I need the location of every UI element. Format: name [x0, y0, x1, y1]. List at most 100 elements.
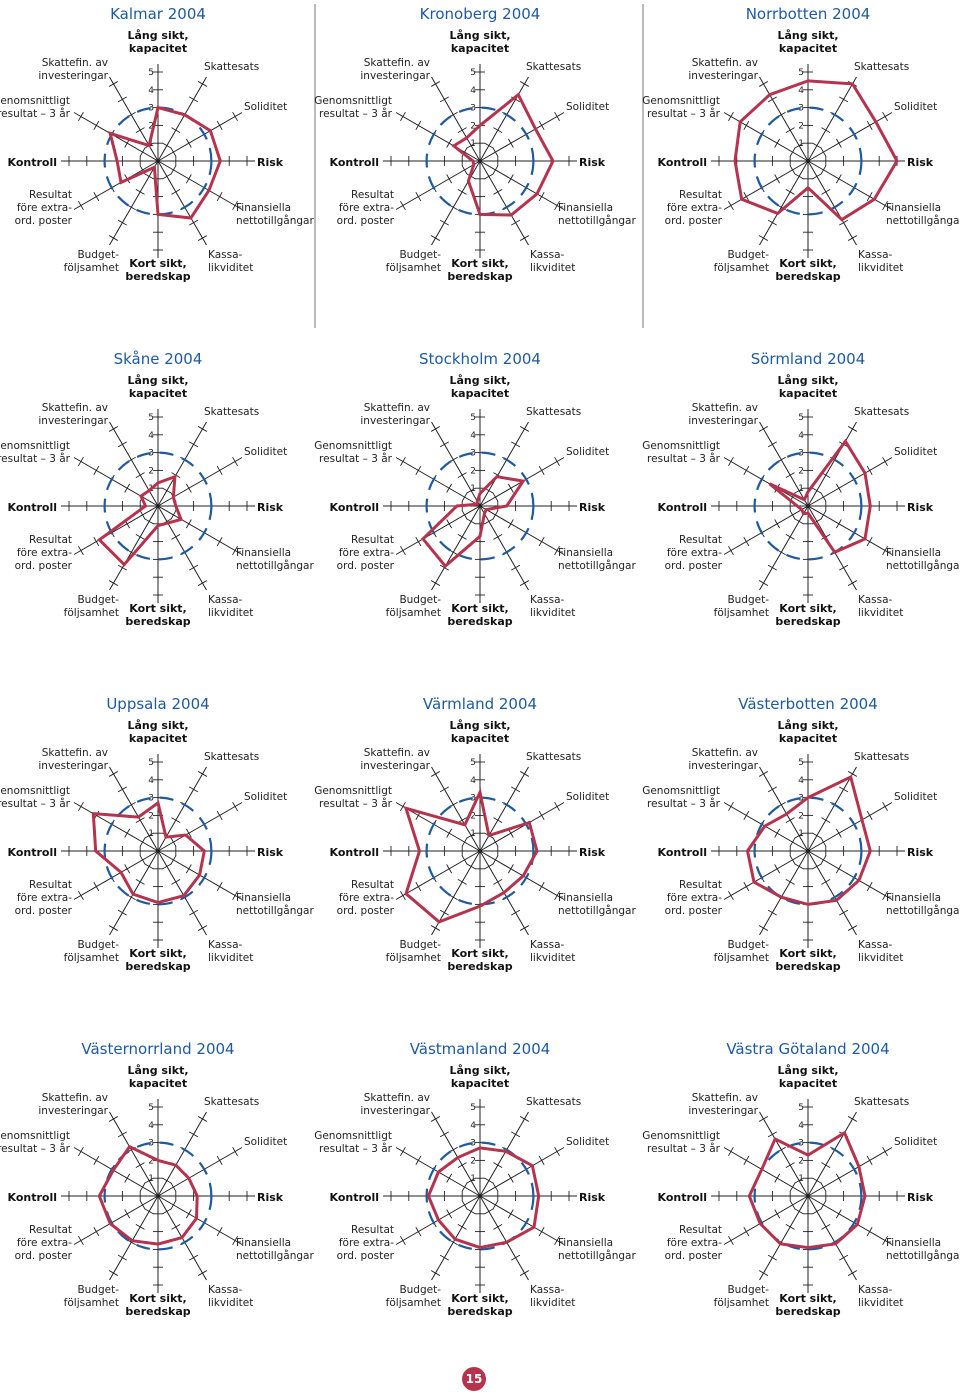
tick-label: 4	[148, 1121, 154, 1131]
axis-label-line: resultat – 3 år	[647, 452, 721, 465]
axis-label: Soliditet	[244, 1136, 287, 1148]
axis-label-line: Finansiella	[558, 202, 613, 214]
axis-label-line: Risk	[579, 846, 606, 859]
axis-tick	[170, 1182, 177, 1192]
axis-tick	[457, 188, 467, 195]
axis-label-line: följsamhet	[386, 952, 441, 964]
axis-tick	[144, 1208, 154, 1215]
axis-tick	[117, 564, 127, 571]
series-polygon	[747, 1130, 867, 1250]
reference-circle	[103, 1141, 213, 1251]
axis-tick	[232, 456, 238, 467]
axis-label: Skattesats	[204, 1096, 259, 1108]
axis-label-line: investeringar	[360, 1105, 430, 1117]
axis-label: Kort sikt, beredskap	[447, 257, 512, 283]
axis-tick	[820, 147, 827, 157]
tick-label: 2	[470, 1156, 476, 1166]
axis-tick	[789, 855, 796, 865]
axis-tick	[232, 1235, 238, 1246]
axis-tick	[144, 1177, 154, 1184]
axis-tick	[728, 545, 734, 556]
axis-label: Risk	[907, 1191, 934, 1204]
axis-tick	[189, 96, 199, 103]
axis-label-line: beredskap	[125, 960, 190, 973]
chart-title: Stockholm 2004	[419, 350, 541, 368]
axis-tick	[821, 878, 831, 885]
axis-tick	[794, 142, 804, 149]
axis-tick	[415, 882, 422, 892]
chart-title: Kronoberg 2004	[420, 5, 541, 23]
axis-tick	[197, 580, 208, 586]
axis-label-line: ord. poster	[665, 905, 723, 917]
axis-label: Soliditet	[894, 101, 937, 113]
axis-label-line: Kassa-	[858, 594, 893, 606]
axis-label-line: Skattesats	[204, 1096, 259, 1108]
axis-line	[807, 850, 857, 936]
axis-label-line: Budget-	[399, 249, 441, 261]
axis-tick	[728, 111, 734, 122]
axis-label-line: Resultat	[351, 189, 394, 201]
tick-label: 5	[798, 1103, 804, 1113]
axis-tick	[466, 863, 476, 870]
axis-tick	[135, 533, 145, 540]
axis-tick	[439, 96, 449, 103]
axis-line	[431, 76, 481, 162]
axis-tick	[538, 537, 545, 547]
axis-label-line: Resultat	[29, 879, 72, 891]
axis-line	[157, 421, 207, 507]
tick-label: 3	[798, 1139, 804, 1149]
axis-tick	[767, 441, 777, 448]
axis-label: Skattesats	[854, 61, 909, 73]
axis-line	[157, 505, 207, 591]
axis-label: Resultat före extra-ord. poster	[665, 1224, 723, 1262]
axis-tick	[108, 1270, 119, 1276]
axis-tick	[794, 863, 804, 870]
axis-tick	[78, 801, 84, 812]
axis-tick	[461, 1182, 468, 1192]
axis-label-line: Skattesats	[526, 406, 581, 418]
axis-tick	[794, 832, 804, 839]
tick-label: 4	[798, 431, 804, 441]
axis-line	[157, 112, 243, 162]
axis-label-line: före extra-	[17, 202, 72, 214]
axis-label: Kontroll	[658, 501, 708, 514]
axis-tick	[839, 564, 849, 571]
tick-label: 2	[470, 811, 476, 821]
axis-tick	[461, 837, 468, 847]
reference-circle	[103, 451, 213, 561]
axis-tick	[812, 832, 822, 839]
axis-tick	[446, 828, 453, 838]
axis-tick	[866, 1227, 873, 1237]
axis-label: Resultat före extra-ord. poster	[15, 534, 73, 572]
tick-label: 2	[148, 121, 154, 131]
series-polygon	[768, 438, 872, 555]
axis-tick	[785, 1162, 795, 1169]
axis-tick	[835, 174, 842, 184]
axis-tick	[767, 1254, 777, 1261]
axis-tick	[162, 487, 172, 494]
tick-label: 1	[470, 1174, 476, 1184]
axis-label-line: Genomsnittligt	[642, 785, 720, 797]
axis-line	[157, 850, 207, 936]
axis-tick	[493, 1223, 503, 1230]
axis-line	[157, 505, 243, 555]
axis-label: Skattefin. av investeringar	[360, 1092, 430, 1117]
axis-label-line: investeringar	[360, 415, 430, 427]
axis-tick	[554, 545, 560, 556]
axis-label-line: kapacitet	[451, 732, 509, 745]
axis-label-line: Resultat	[29, 534, 72, 546]
axis-line	[479, 1195, 565, 1245]
axis-label: Kontroll	[8, 501, 58, 514]
axis-tick	[492, 165, 499, 175]
axis-label: Soliditet	[244, 791, 287, 803]
axis-label: Risk	[257, 1191, 284, 1204]
axis-tick	[785, 878, 795, 885]
axis-label-line: Budget-	[727, 594, 769, 606]
axis-tick	[866, 465, 873, 475]
axis-label-line: ord. poster	[15, 1250, 73, 1262]
axis-label-line: Budget-	[727, 1284, 769, 1296]
radar-chart-11: Västmanland 2004 1 2 3 4 5 Lång sikt, kapacitet…	[314, 1040, 636, 1318]
axis-label-line: likviditet	[530, 262, 575, 274]
